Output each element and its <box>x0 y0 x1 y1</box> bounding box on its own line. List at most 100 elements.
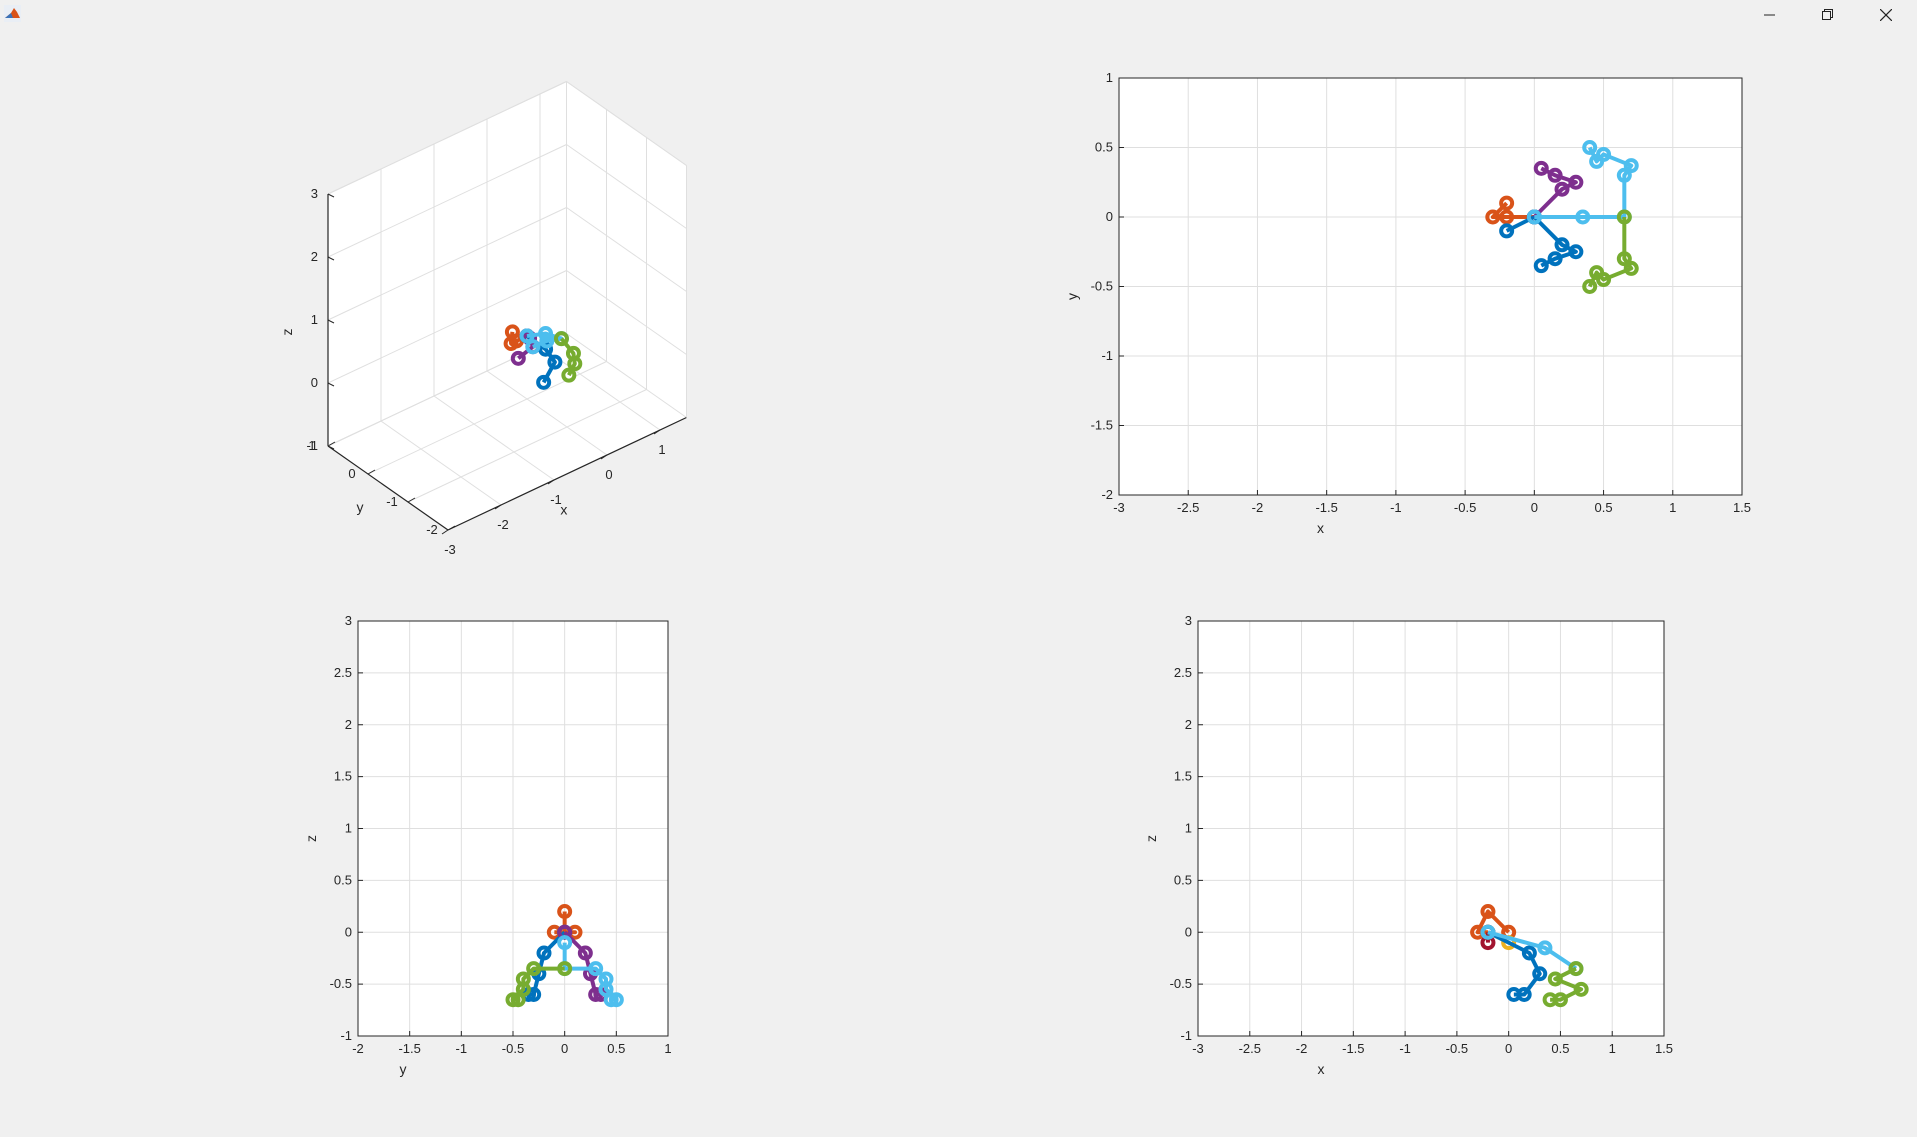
xz-ytick-label: 2 <box>1185 717 1192 732</box>
3d-edge <box>327 81 567 195</box>
yz-xtick-label: 0.5 <box>607 1041 625 1056</box>
xy-point-5-2 <box>1623 260 1639 276</box>
xz-ytick-label: 1.5 <box>1174 769 1192 784</box>
3d-xtick-label: -3 <box>444 542 456 557</box>
xy-point-4-0 <box>1526 209 1542 225</box>
3d-point-2-2 <box>547 354 563 370</box>
yz-ytick-label: 1.5 <box>334 769 352 784</box>
3d-tick-x <box>600 454 608 460</box>
xy-point-4-7 <box>1582 140 1598 155</box>
xy-ytick-label: 0 <box>1106 209 1113 224</box>
xy-ytick-label: -0.5 <box>1091 279 1113 294</box>
xz-ytick-label: -1 <box>1180 1028 1192 1043</box>
xy-xtick-label: -0.5 <box>1454 500 1476 515</box>
3d-point-3-1 <box>538 326 554 342</box>
xy-point-2-4 <box>1533 160 1549 176</box>
xy-point-2-3 <box>1547 167 1563 183</box>
3d-ytick-label: -1 <box>386 494 398 509</box>
minimize-button[interactable] <box>1741 0 1799 30</box>
3d-point-0-3 <box>504 324 520 340</box>
xz-point-3-2 <box>1532 966 1548 982</box>
xz-xtick-label: -2.5 <box>1239 1041 1261 1056</box>
3d-xtick-label: 1 <box>658 442 665 457</box>
xz-xtick-label: 1.5 <box>1655 1041 1673 1056</box>
3d-zlabel: z <box>279 329 295 336</box>
xy-xtick-label: 1.5 <box>1733 500 1751 515</box>
yz-point-3-2 <box>588 961 604 977</box>
yz-point-4-4 <box>505 992 521 1008</box>
3d-tick-z <box>327 193 335 198</box>
xy-xtick-label: -3 <box>1113 500 1125 515</box>
3d-xlabel: x <box>560 502 567 518</box>
3d-point-4-3 <box>561 367 577 383</box>
3d-xtick-label: -1 <box>550 492 562 507</box>
xy-point-3-4 <box>1533 258 1549 274</box>
3d-grid <box>327 270 567 384</box>
xy-xlabel: x <box>1317 520 1324 536</box>
xy-xtick-label: 0.5 <box>1595 500 1613 515</box>
3d-tick-y <box>367 469 376 475</box>
yz-point-3-5 <box>608 992 624 1008</box>
3d-tick-x <box>441 529 449 535</box>
3d-tick-z <box>327 319 335 324</box>
xz-xlabel: x <box>1318 1061 1325 1077</box>
3d-y-axis <box>327 445 449 531</box>
yz-point-3-0 <box>557 935 573 951</box>
close-button[interactable] <box>1857 0 1915 30</box>
yz-xtick-label: -2 <box>352 1041 364 1056</box>
xy-xtick-label: -2 <box>1252 500 1264 515</box>
xz-ytick-label: -0.5 <box>1170 976 1192 991</box>
xz-xtick-label: 0 <box>1505 1041 1512 1056</box>
xy-point-2-1 <box>1554 181 1570 197</box>
restore-button[interactable] <box>1799 0 1857 30</box>
3d-ztick-label: -1 <box>306 438 318 453</box>
xz-point-5-0 <box>1568 961 1584 977</box>
yz-point-0-0 <box>557 904 573 919</box>
3d-point-4-0 <box>553 331 569 347</box>
3d-ylabel: y <box>357 499 364 515</box>
xy-ytick-label: -1 <box>1101 348 1113 363</box>
yz-ytick-label: -1 <box>340 1028 352 1043</box>
yz-point-2-1 <box>577 945 593 961</box>
xz-point-3-1 <box>1521 945 1537 961</box>
xy-point-5-4 <box>1589 265 1605 281</box>
xz-xtick-label: -0.5 <box>1446 1041 1468 1056</box>
yz-xtick-label: -0.5 <box>502 1041 524 1056</box>
restore-icon <box>1822 9 1833 20</box>
xz-point-0-1 <box>1480 904 1496 919</box>
yz-point-4-0 <box>557 961 573 977</box>
axes-yz: -2 -1.5 -1 -0.5 0 0.5 1 -1 -0.5 0 0.5 1 1.5 2 2.5 3 y z <box>303 613 672 1077</box>
3d-point-2-3 <box>536 374 552 390</box>
3d-x-axis <box>447 416 687 531</box>
xy-xtick-label: -2.5 <box>1177 500 1199 515</box>
3d-tick-x <box>494 504 502 510</box>
xz-series-4 <box>1487 930 1578 971</box>
3d-tick-z <box>327 445 335 450</box>
xy-xtick-label: 1 <box>1669 500 1676 515</box>
3d-point-1-3 <box>510 350 526 366</box>
3d-point-3-4 <box>525 339 541 355</box>
xz-ytick-label: 2.5 <box>1174 665 1192 680</box>
axes-xy: -3 -2.5 -2 -1.5 -1 -0.5 0 0.5 1 1.5 -2 -1.5 -1 -0.5 0 0… <box>1064 70 1751 536</box>
yz-xtick-label: -1 <box>456 1041 468 1056</box>
yz-xtick-label: 0 <box>561 1041 568 1056</box>
xy-xtick-label: -1 <box>1390 500 1402 515</box>
3d-tick-y <box>327 441 336 447</box>
3d-ytick-label: 1 <box>308 438 315 453</box>
3d-grid <box>566 144 687 229</box>
yz-ytick-label: 1 <box>345 821 352 836</box>
yz-ylabel: z <box>303 835 319 842</box>
xz-xtick-label: -1.5 <box>1342 1041 1364 1056</box>
yz-ytick-label: 2.5 <box>334 665 352 680</box>
3d-edge <box>566 81 687 166</box>
matlab-icon <box>4 5 21 22</box>
xz-ytick-label: 0 <box>1185 924 1192 939</box>
3d-tick-y <box>447 525 456 531</box>
3d-tick-z <box>327 256 335 261</box>
3d-grid <box>486 370 608 456</box>
xz-ytick-label: 0.5 <box>1174 872 1192 887</box>
3d-grid <box>433 395 555 481</box>
xy-ylabel: y <box>1064 293 1080 300</box>
